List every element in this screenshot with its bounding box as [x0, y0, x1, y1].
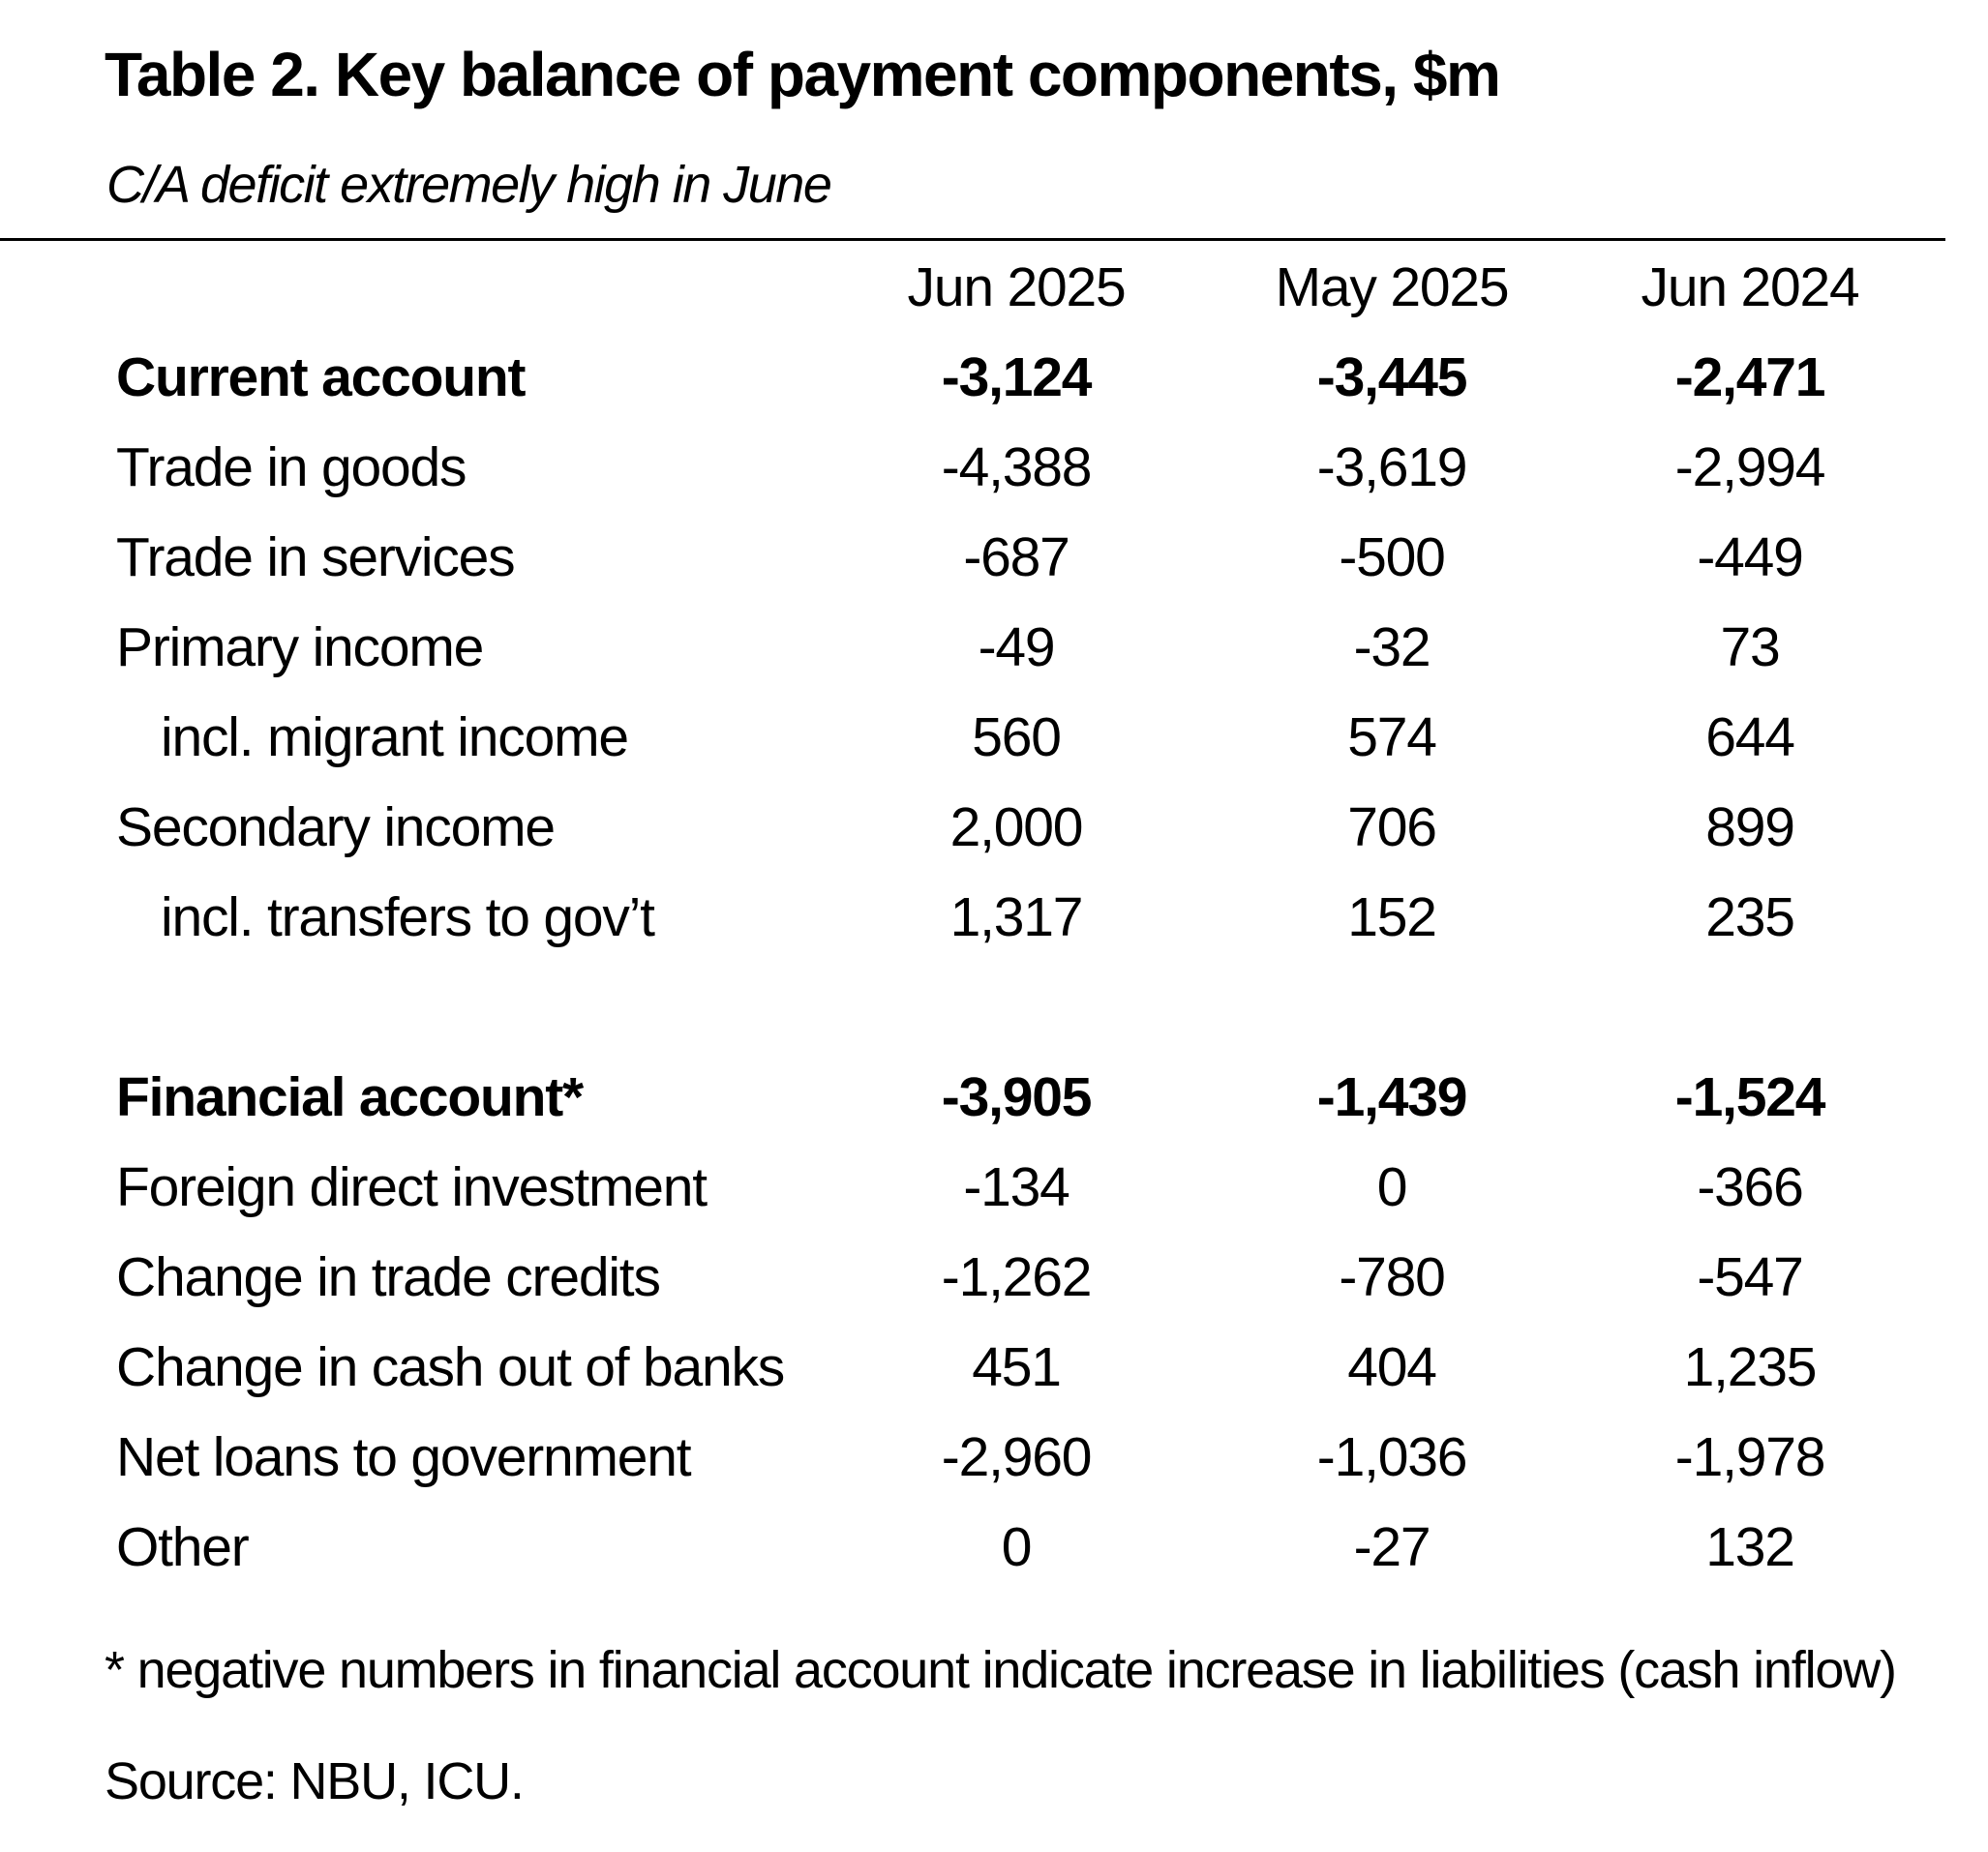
table-cell: -1,439 — [1316, 1066, 1468, 1128]
table-cell: -547 — [1697, 1246, 1803, 1308]
table-subtitle: C/A deficit extremely high in June — [106, 156, 832, 214]
table-cell: 1,235 — [1683, 1336, 1818, 1398]
table-cell: 574 — [1347, 706, 1437, 768]
row-label: Primary income — [116, 616, 484, 678]
header-rule — [0, 238, 1945, 241]
table-cell: -687 — [963, 526, 1069, 588]
bop-table: Jun 2025 May 2025 Jun 2024 Current accou… — [0, 244, 1945, 1594]
table-cell: 899 — [1705, 796, 1795, 858]
table-row: Foreign direct investment -134 0 -366 — [0, 1144, 1945, 1234]
row-label: Trade in goods — [116, 436, 467, 498]
table-cell: -366 — [1697, 1156, 1803, 1218]
table-row: Change in trade credits -1,262 -780 -547 — [0, 1234, 1945, 1324]
table-cell: 0 — [1376, 1156, 1408, 1218]
table-cell: 235 — [1705, 886, 1795, 948]
table-cell: -1,978 — [1674, 1426, 1826, 1488]
table-cell: -49 — [978, 616, 1056, 678]
table-cell: 2,000 — [949, 796, 1084, 858]
table-cell: -4,388 — [941, 436, 1093, 498]
table-cell: -449 — [1697, 526, 1803, 588]
table-cell: -500 — [1339, 526, 1445, 588]
table-row: Change in cash out of banks 451 404 1,23… — [0, 1324, 1945, 1414]
row-label: Secondary income — [116, 796, 556, 858]
column-header: May 2025 — [1275, 256, 1510, 318]
row-label: Financial account* — [116, 1066, 584, 1128]
row-label: Change in trade credits — [116, 1246, 661, 1308]
table-cell: -134 — [963, 1156, 1069, 1218]
table-cell: 706 — [1347, 796, 1437, 858]
table-cell: 73 — [1720, 616, 1780, 678]
column-header: Jun 2025 — [907, 256, 1127, 318]
row-label: Trade in services — [116, 526, 516, 588]
row-label: Foreign direct investment — [116, 1156, 708, 1218]
table-cell: 560 — [972, 706, 1062, 768]
column-header: Jun 2024 — [1641, 256, 1860, 318]
row-label: incl. transfers to gov’t — [161, 886, 655, 948]
table-row: Other 0 -27 132 — [0, 1504, 1945, 1594]
row-label: incl. migrant income — [161, 706, 629, 768]
table-cell: -27 — [1353, 1516, 1431, 1578]
table-row: incl. migrant income 560 574 644 — [0, 694, 1945, 784]
column-header-row: Jun 2025 May 2025 Jun 2024 — [0, 244, 1945, 334]
row-label: Current account — [116, 346, 526, 408]
row-label: Other — [116, 1516, 250, 1578]
table-cell: 404 — [1347, 1336, 1437, 1398]
table-row: Net loans to government -2,960 -1,036 -1… — [0, 1414, 1945, 1504]
table-cell: 152 — [1347, 886, 1437, 948]
table-cell: -1,524 — [1674, 1066, 1826, 1128]
row-label: Change in cash out of banks — [116, 1336, 785, 1398]
table-cell: -3,445 — [1316, 346, 1468, 408]
table-cell: -1,036 — [1316, 1426, 1468, 1488]
table-cell: 1,317 — [949, 886, 1084, 948]
table-cell: -32 — [1353, 616, 1431, 678]
row-label: Net loans to government — [116, 1426, 692, 1488]
table-cell: 0 — [1001, 1516, 1033, 1578]
table-cell: 644 — [1705, 706, 1795, 768]
table-footnote: * negative numbers in financial account … — [105, 1641, 1897, 1699]
table-cell: -780 — [1339, 1246, 1445, 1308]
table-row: Current account -3,124 -3,445 -2,471 — [0, 334, 1945, 424]
table-row: Primary income -49 -32 73 — [0, 604, 1945, 694]
table-row: Trade in goods -4,388 -3,619 -2,994 — [0, 424, 1945, 514]
table-cell: -3,905 — [941, 1066, 1093, 1128]
table-row: incl. transfers to gov’t 1,317 152 235 — [0, 874, 1945, 964]
table-row: Secondary income 2,000 706 899 — [0, 784, 1945, 874]
table-cell: -2,471 — [1674, 346, 1826, 408]
table-cell: 451 — [972, 1336, 1062, 1398]
table-cell: -1,262 — [941, 1246, 1093, 1308]
table-row: Trade in services -687 -500 -449 — [0, 514, 1945, 604]
table-cell: -3,124 — [941, 346, 1093, 408]
table-title: Table 2. Key balance of payment componen… — [105, 40, 1501, 109]
section-gap — [0, 964, 1945, 1054]
table-cell: -2,960 — [941, 1426, 1093, 1488]
table-cell: -2,994 — [1674, 436, 1826, 498]
source-note: Source: NBU, ICU. — [105, 1752, 525, 1810]
table-cell: 132 — [1705, 1516, 1795, 1578]
table-cell: -3,619 — [1316, 436, 1468, 498]
table-row: Financial account* -3,905 -1,439 -1,524 — [0, 1054, 1945, 1144]
